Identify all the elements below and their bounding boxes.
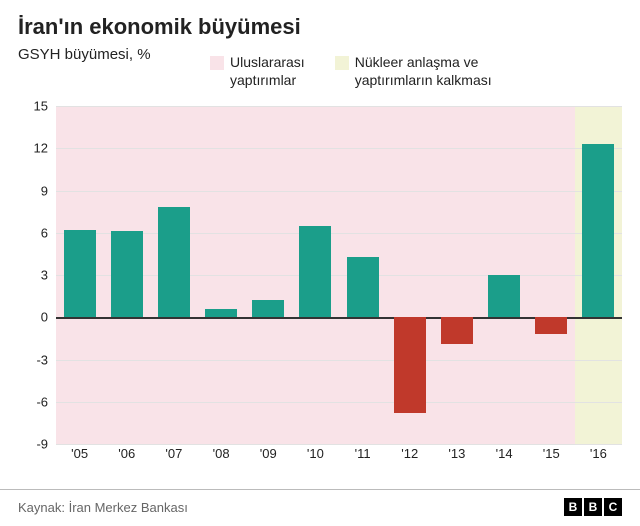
legend-swatch-deal: [335, 56, 349, 70]
bar: [158, 207, 190, 317]
bar: [347, 257, 379, 318]
legend: Uluslararasıyaptırımlar Nükleer anlaşma …: [210, 54, 492, 89]
grid-line: [56, 191, 622, 192]
bbc-logo-letter: C: [604, 498, 622, 516]
legend-label-sanctions: Uluslararasıyaptırımlar: [230, 54, 305, 89]
y-tick-label: -9: [36, 437, 48, 452]
bar: [441, 317, 473, 344]
grid-line: [56, 360, 622, 361]
legend-swatch-sanctions: [210, 56, 224, 70]
chart-area: -9-6-303691215 '05'06'07'08'09'10'11'12'…: [18, 106, 622, 466]
legend-item-deal: Nükleer anlaşma veyaptırımların kalkması: [335, 54, 492, 89]
legend-label-deal: Nükleer anlaşma veyaptırımların kalkması: [355, 54, 492, 89]
x-tick-label: '16: [590, 446, 607, 461]
bar: [299, 226, 331, 318]
y-axis-labels: -9-6-303691215: [18, 106, 52, 444]
x-tick-label: '07: [165, 446, 182, 461]
y-tick-label: 3: [41, 268, 48, 283]
footer: Kaynak: İran Merkez Bankası BBC: [0, 489, 640, 526]
x-tick-label: '11: [355, 446, 371, 461]
bar: [535, 317, 567, 334]
grid-line: [56, 402, 622, 403]
x-tick-label: '15: [543, 446, 560, 461]
source-text: Kaynak: İran Merkez Bankası: [18, 500, 188, 515]
x-tick-label: '10: [307, 446, 324, 461]
chart-title: İran'ın ekonomik büyümesi: [0, 0, 640, 46]
legend-item-sanctions: Uluslararasıyaptırımlar: [210, 54, 305, 89]
bar: [488, 275, 520, 317]
bar: [582, 144, 614, 317]
y-tick-label: 0: [41, 310, 48, 325]
y-tick-label: -3: [36, 352, 48, 367]
bar: [394, 317, 426, 413]
x-tick-label: '12: [401, 446, 418, 461]
bar: [111, 231, 143, 317]
x-tick-label: '09: [260, 446, 277, 461]
x-tick-label: '06: [118, 446, 135, 461]
x-tick-label: '14: [496, 446, 513, 461]
plot-area: [56, 106, 622, 444]
bar: [252, 300, 284, 317]
bar: [64, 230, 96, 317]
grid-line: [56, 444, 622, 445]
bbc-logo: BBC: [564, 498, 622, 516]
grid-line: [56, 106, 622, 107]
x-tick-label: '05: [71, 446, 88, 461]
bar: [205, 309, 237, 317]
y-tick-label: 9: [41, 183, 48, 198]
y-tick-label: 6: [41, 225, 48, 240]
y-tick-label: 15: [34, 99, 48, 114]
y-tick-label: -6: [36, 394, 48, 409]
grid-line: [56, 148, 622, 149]
x-axis-labels: '05 '06 '07 '08 '09 '10 '11 '12 '13 '14 '15 '16: [56, 446, 622, 466]
y-tick-label: 12: [34, 141, 48, 156]
bbc-logo-letter: B: [584, 498, 602, 516]
x-tick-label: '08: [213, 446, 230, 461]
x-tick-label: '13: [448, 446, 465, 461]
bbc-logo-letter: B: [564, 498, 582, 516]
